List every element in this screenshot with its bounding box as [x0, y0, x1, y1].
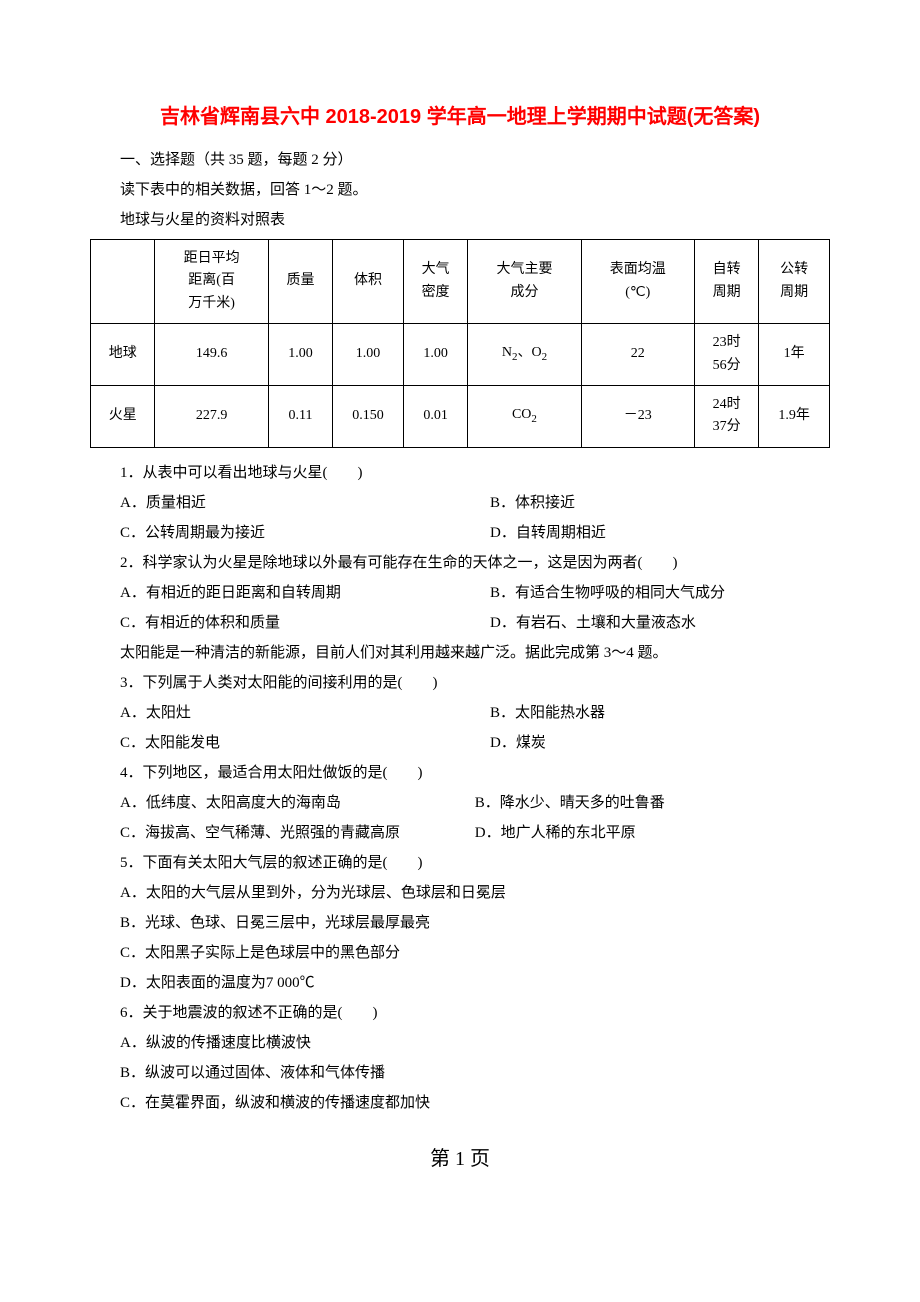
option-item: B．降水少、晴天多的吐鲁番: [475, 788, 830, 818]
option-item: C．公转周期最为接近: [90, 518, 460, 548]
table-header-cell: 体积: [333, 240, 404, 324]
option-item: A．太阳的大气层从里到外，分为光球层、色球层和日冕层: [90, 878, 830, 908]
table-cell: 地球: [91, 324, 155, 386]
option-item: D．有岩石、土壤和大量液态水: [460, 608, 830, 638]
option-row: A．有相近的距日距离和自转周期 B．有适合生物呼吸的相同大气成分: [90, 578, 830, 608]
option-row: C．公转周期最为接近 D．自转周期相近: [90, 518, 830, 548]
option-item: D．太阳表面的温度为7 000℃: [90, 968, 830, 998]
option-row: A．质量相近 B．体积接近: [90, 488, 830, 518]
page-number: 第 1 页: [90, 1142, 830, 1171]
option-item: A．太阳灶: [90, 698, 460, 728]
table-header-cell: [91, 240, 155, 324]
option-item: C．太阳黑子实际上是色球层中的黑色部分: [90, 938, 830, 968]
section-header: 一、选择题（共 35 题，每题 2 分）: [90, 145, 830, 175]
table-cell: CO2: [468, 385, 581, 447]
option-row: C．海拔高、空气稀薄、光照强的青藏高原 D．地广人稀的东北平原: [90, 818, 830, 848]
option-item: C．海拔高、空气稀薄、光照强的青藏高原: [90, 818, 475, 848]
table-cell: 23时56分: [694, 324, 758, 386]
option-item: B．光球、色球、日冕三层中，光球层最厚最亮: [90, 908, 830, 938]
exam-page: 吉林省辉南县六中 2018-2019 学年高一地理上学期期中试题(无答案) 一、…: [0, 0, 920, 1211]
instruction-line: 读下表中的相关数据，回答 1～2 题。: [90, 175, 830, 205]
table-cell: 1.00: [403, 324, 467, 386]
option-item: B．体积接近: [460, 488, 830, 518]
option-item: D．地广人稀的东北平原: [475, 818, 830, 848]
option-item: C．在莫霍界面，纵波和横波的传播速度都加快: [90, 1088, 830, 1118]
table-cell: 1.9年: [759, 385, 830, 447]
question-stem: 1．从表中可以看出地球与火星( ): [90, 458, 830, 488]
table-cell: 火星: [91, 385, 155, 447]
table-header-row: 距日平均距离(百万千米) 质量 体积 大气密度 大气主要成分 表面均温(℃) 自…: [91, 240, 830, 324]
table-cell: 22: [581, 324, 694, 386]
table-caption: 地球与火星的资料对照表: [90, 205, 830, 235]
table-header-cell: 大气主要成分: [468, 240, 581, 324]
option-item: B．纵波可以通过固体、液体和气体传播: [90, 1058, 830, 1088]
question-stem: 4．下列地区，最适合用太阳灶做饭的是( ): [90, 758, 830, 788]
option-item: A．纵波的传播速度比横波快: [90, 1028, 830, 1058]
option-item: B．有适合生物呼吸的相同大气成分: [460, 578, 830, 608]
option-item: A．低纬度、太阳高度大的海南岛: [90, 788, 475, 818]
table-header-cell: 公转周期: [759, 240, 830, 324]
page-title: 吉林省辉南县六中 2018-2019 学年高一地理上学期期中试题(无答案): [90, 100, 830, 129]
table-header-cell: 自转周期: [694, 240, 758, 324]
table-row: 火星 227.9 0.11 0.150 0.01 CO2 －23 24时37分 …: [91, 385, 830, 447]
question-stem: 5．下面有关太阳大气层的叙述正确的是( ): [90, 848, 830, 878]
option-row: C．有相近的体积和质量 D．有岩石、土壤和大量液态水: [90, 608, 830, 638]
question-intro: 太阳能是一种清洁的新能源，目前人们对其利用越来越广泛。据此完成第 3～4 题。: [90, 638, 830, 668]
table-cell: 1.00: [333, 324, 404, 386]
table-cell: 149.6: [155, 324, 268, 386]
table-cell: －23: [581, 385, 694, 447]
table-cell: 1年: [759, 324, 830, 386]
table-cell: 1.00: [268, 324, 332, 386]
question-stem: 2．科学家认为火星是除地球以外最有可能存在生命的天体之一，这是因为两者( ): [90, 548, 830, 578]
table-cell: 0.11: [268, 385, 332, 447]
comparison-table: 距日平均距离(百万千米) 质量 体积 大气密度 大气主要成分 表面均温(℃) 自…: [90, 239, 830, 448]
table-header-cell: 距日平均距离(百万千米): [155, 240, 268, 324]
table-row: 地球 149.6 1.00 1.00 1.00 N2、O2 22 23时56分 …: [91, 324, 830, 386]
table-header-cell: 质量: [268, 240, 332, 324]
option-item: D．煤炭: [460, 728, 830, 758]
option-row: A．低纬度、太阳高度大的海南岛 B．降水少、晴天多的吐鲁番: [90, 788, 830, 818]
question-stem: 3．下列属于人类对太阳能的间接利用的是( ): [90, 668, 830, 698]
table-cell: 24时37分: [694, 385, 758, 447]
table-header-cell: 表面均温(℃): [581, 240, 694, 324]
table-cell: 0.01: [403, 385, 467, 447]
table-header-cell: 大气密度: [403, 240, 467, 324]
option-item: A．质量相近: [90, 488, 460, 518]
table-cell: 227.9: [155, 385, 268, 447]
table-cell: N2、O2: [468, 324, 581, 386]
question-stem: 6．关于地震波的叙述不正确的是( ): [90, 998, 830, 1028]
option-item: B．太阳能热水器: [460, 698, 830, 728]
option-item: C．有相近的体积和质量: [90, 608, 460, 638]
table-cell: 0.150: [333, 385, 404, 447]
option-item: D．自转周期相近: [460, 518, 830, 548]
option-row: C．太阳能发电 D．煤炭: [90, 728, 830, 758]
option-row: A．太阳灶 B．太阳能热水器: [90, 698, 830, 728]
option-item: C．太阳能发电: [90, 728, 460, 758]
option-item: A．有相近的距日距离和自转周期: [90, 578, 460, 608]
